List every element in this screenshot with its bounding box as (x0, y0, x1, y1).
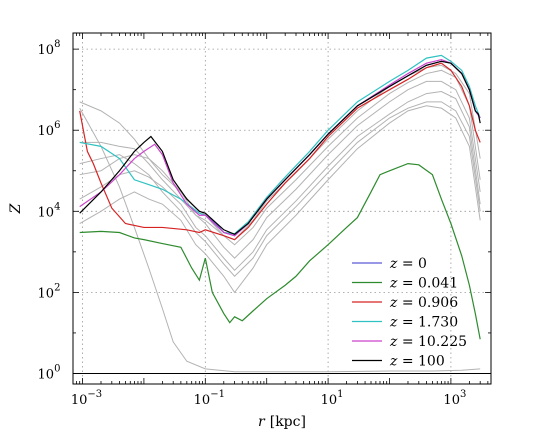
x-tick-labels: 10−3 10−1 101 103 (71, 389, 466, 408)
legend-entry: z = 100 (389, 354, 445, 370)
y-tick-labels: 100 102 104 106 108 (38, 39, 61, 382)
plot-frame (72, 32, 492, 385)
background-series-line (79, 107, 481, 373)
x-tick-label: 10−1 (194, 389, 225, 408)
y-tick-label: 106 (38, 120, 61, 139)
series-line (204, 60, 481, 237)
series-line (79, 60, 481, 236)
x-tick-label: 101 (321, 389, 344, 408)
y-tick-label: 102 (38, 282, 61, 301)
series-group (79, 54, 481, 340)
series-line (79, 62, 481, 241)
y-axis-label: Z (8, 203, 24, 214)
grid-lines (73, 33, 491, 384)
background-series-line (79, 101, 481, 277)
background-series-line (79, 80, 481, 259)
y-tick-label: 100 (38, 363, 61, 382)
background-series-line (79, 105, 481, 294)
x-tick-label: 103 (443, 389, 466, 408)
legend-entry: z = 0.041 (389, 276, 458, 292)
legend-entry: z = 0 (389, 256, 427, 272)
background-series-line (79, 64, 481, 241)
legend-entry: z = 1.730 (389, 315, 458, 331)
axis-ticks (72, 33, 491, 384)
series-line (79, 59, 481, 237)
legend: z = 0 z = 0.041 z = 0.906 z = 1.730 z = 10.2… (352, 256, 467, 370)
legend-entry: z = 0.906 (389, 295, 458, 311)
background-series-line (79, 91, 481, 272)
y-tick-label: 108 (38, 39, 61, 58)
series-line (79, 163, 481, 340)
y-tick-label: 104 (38, 201, 61, 220)
x-axis-label: r [kpc] (258, 414, 306, 430)
legend-entry: z = 10.225 (389, 334, 467, 350)
x-tick-label: 10−3 (71, 389, 102, 408)
series-line (79, 54, 481, 235)
